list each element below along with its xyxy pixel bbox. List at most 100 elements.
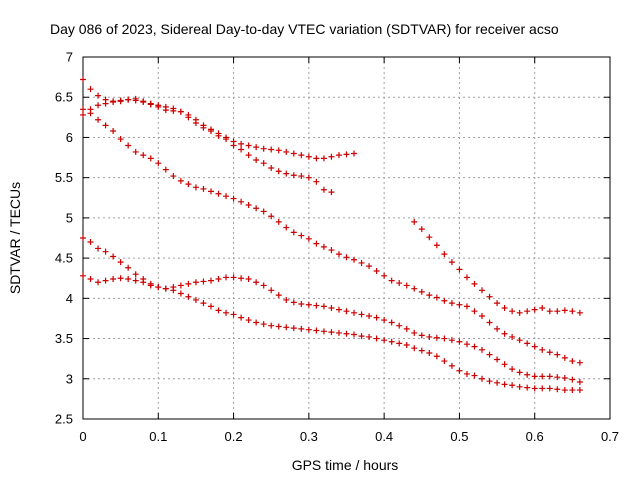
- data-point: [192, 184, 199, 191]
- data-point: [275, 218, 282, 225]
- data-point: [283, 224, 290, 231]
- data-point: [305, 301, 312, 308]
- data-point: [479, 313, 486, 320]
- data-point: [305, 326, 312, 333]
- data-point: [448, 337, 455, 344]
- data-point: [305, 235, 312, 242]
- data-point: [403, 325, 410, 332]
- data-point: [426, 234, 433, 241]
- data-point: [320, 303, 327, 310]
- data-point: [215, 190, 222, 197]
- data-point: [320, 155, 327, 162]
- data-point: [230, 311, 237, 318]
- data-point: [539, 346, 546, 353]
- y-tick-label: 3: [66, 371, 73, 386]
- data-point: [207, 128, 214, 135]
- data-point: [524, 384, 531, 391]
- data-point: [328, 247, 335, 254]
- data-point: [351, 256, 358, 263]
- data-point: [531, 343, 538, 350]
- x-tick-label: 0.6: [526, 429, 544, 444]
- data-point: [253, 319, 260, 326]
- data-point: [245, 202, 252, 209]
- data-point: [418, 347, 425, 354]
- data-point: [343, 330, 350, 337]
- data-point: [411, 218, 418, 225]
- data-point: [155, 284, 162, 291]
- data-point: [561, 354, 568, 361]
- data-point: [486, 319, 493, 326]
- data-point: [373, 335, 380, 342]
- data-point: [238, 314, 245, 321]
- y-tick-label: 4: [66, 291, 73, 306]
- data-point: [456, 301, 463, 308]
- data-point: [531, 373, 538, 380]
- data-point: [561, 387, 568, 394]
- data-point: [388, 319, 395, 326]
- data-point: [524, 340, 531, 347]
- data-point: [95, 102, 102, 109]
- y-tick-label: 3.5: [55, 331, 73, 346]
- data-point: [313, 302, 320, 309]
- data-point: [298, 232, 305, 239]
- satellite-track-4: [80, 235, 583, 394]
- data-point: [569, 387, 576, 394]
- data-point: [253, 279, 260, 286]
- data-point: [569, 376, 576, 383]
- y-tick-label: 5.5: [55, 170, 73, 185]
- data-point: [471, 372, 478, 379]
- data-point: [554, 374, 561, 381]
- satellite-track-3: [80, 106, 583, 366]
- data-point: [147, 282, 154, 289]
- data-point: [448, 300, 455, 307]
- data-point: [260, 160, 267, 167]
- data-point: [290, 229, 297, 236]
- data-point: [524, 371, 531, 378]
- data-point: [238, 140, 245, 147]
- data-point: [546, 349, 553, 356]
- data-point: [441, 251, 448, 258]
- data-point: [185, 280, 192, 287]
- data-point: [516, 309, 523, 316]
- data-point: [576, 309, 583, 316]
- data-point: [335, 306, 342, 313]
- data-point: [539, 304, 546, 311]
- data-point: [102, 277, 109, 284]
- data-point: [290, 150, 297, 157]
- data-point: [275, 147, 282, 154]
- data-point: [418, 288, 425, 295]
- data-point: [441, 297, 448, 304]
- data-point: [396, 280, 403, 287]
- data-point: [433, 353, 440, 360]
- data-point: [110, 98, 117, 105]
- grid-lines: [83, 57, 610, 419]
- data-point: [524, 308, 531, 315]
- data-point: [245, 276, 252, 283]
- data-point: [275, 168, 282, 175]
- data-point: [155, 102, 162, 109]
- data-point: [80, 272, 86, 279]
- data-point: [283, 324, 290, 331]
- y-tick-label: 2.5: [55, 412, 73, 427]
- data-point: [411, 345, 418, 352]
- data-point: [388, 338, 395, 345]
- data-point: [87, 239, 94, 246]
- data-point: [418, 332, 425, 339]
- data-point: [539, 373, 546, 380]
- data-point: [411, 329, 418, 336]
- data-point: [561, 374, 568, 381]
- data-point: [223, 309, 230, 316]
- data-point: [95, 92, 102, 99]
- data-point: [95, 245, 102, 252]
- data-point: [471, 343, 478, 350]
- data-point: [177, 177, 184, 184]
- data-point: [110, 276, 117, 283]
- data-point: [320, 328, 327, 335]
- data-point: [335, 152, 342, 159]
- data-point: [268, 146, 275, 153]
- data-point: [215, 132, 222, 139]
- data-point: [433, 334, 440, 341]
- data-point: [494, 379, 501, 386]
- data-point: [576, 359, 583, 366]
- data-point: [531, 306, 538, 313]
